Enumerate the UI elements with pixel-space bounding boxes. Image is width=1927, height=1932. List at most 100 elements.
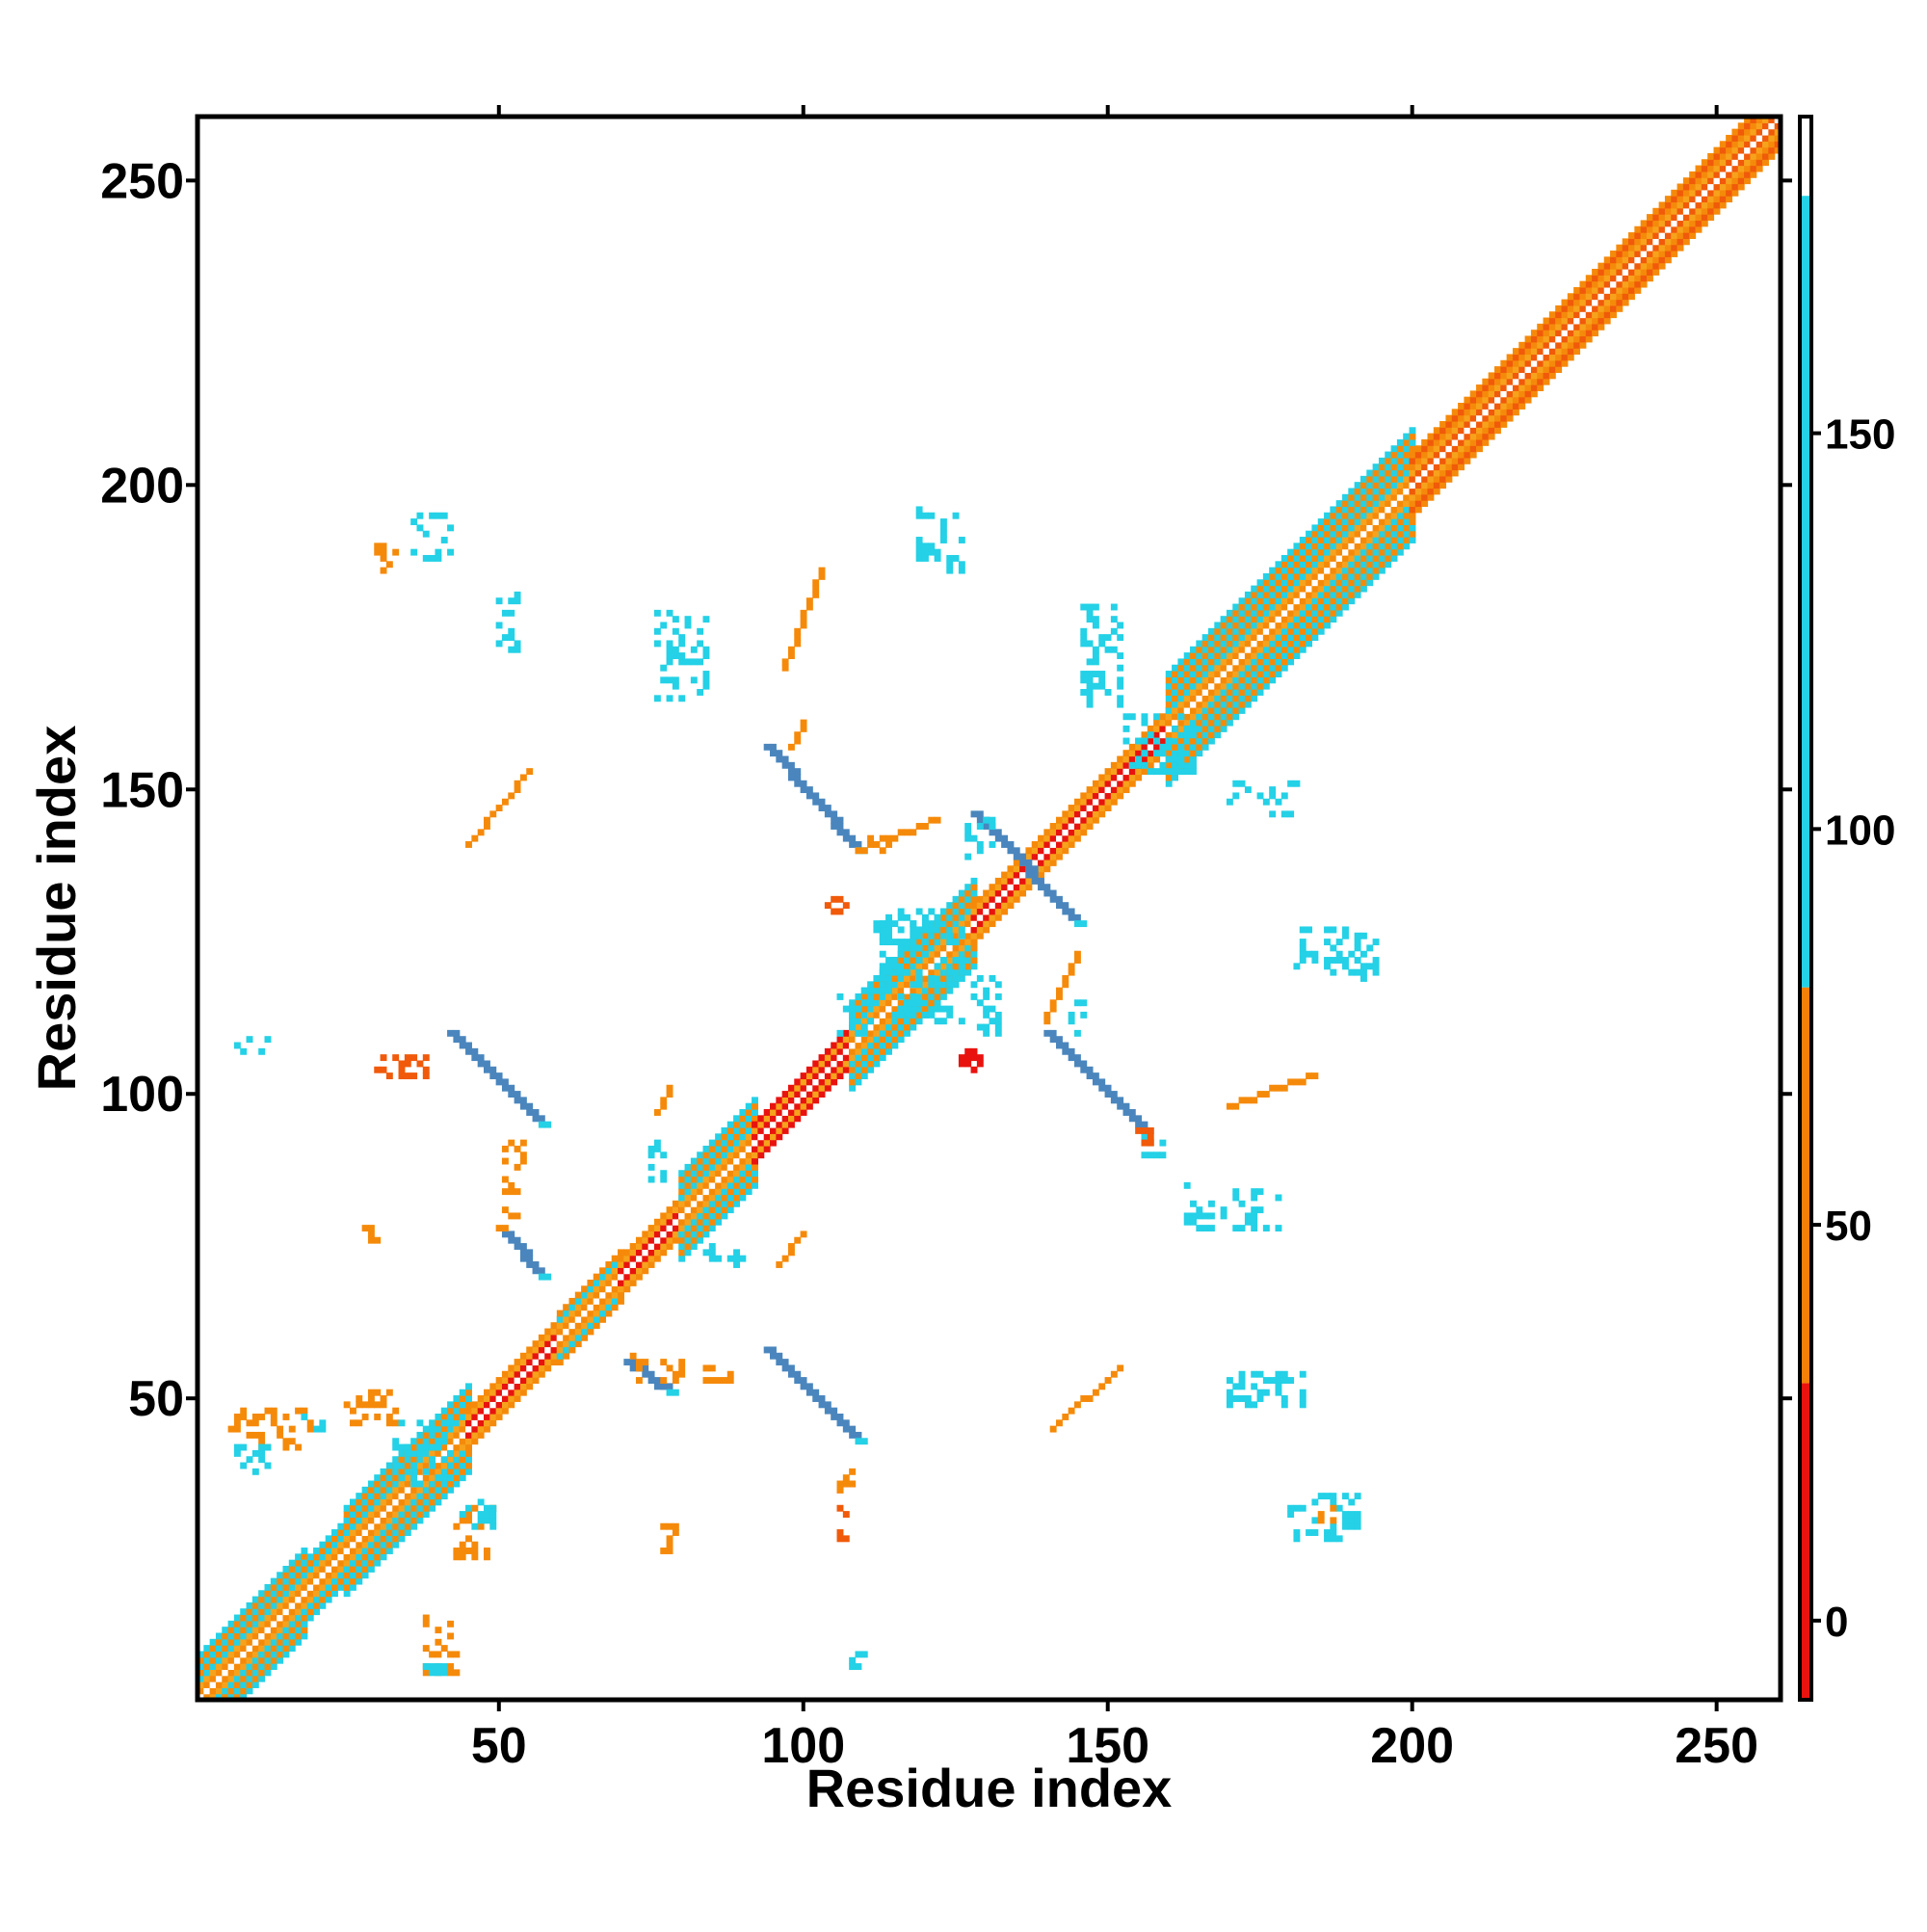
diagonal-cell bbox=[325, 1565, 332, 1573]
diagonal-cell bbox=[752, 1133, 758, 1141]
diagonal-cell bbox=[1506, 372, 1514, 380]
diagonal-cell bbox=[385, 1486, 393, 1494]
diagonal-cell bbox=[1464, 414, 1471, 422]
diagonal-cell bbox=[1579, 335, 1587, 343]
cluster-cell bbox=[873, 920, 881, 928]
strand-cell bbox=[538, 1273, 545, 1281]
cluster-cell bbox=[1177, 755, 1185, 763]
cluster-cell bbox=[1226, 1395, 1233, 1402]
diagonal-cell bbox=[1317, 585, 1325, 593]
diagonal-cell bbox=[385, 1462, 393, 1469]
cluster-cell bbox=[989, 823, 996, 830]
diagonal-cell bbox=[1280, 640, 1288, 648]
cluster-cell bbox=[356, 1401, 363, 1409]
diagonal-cell bbox=[739, 1170, 747, 1178]
diagonal-cell bbox=[1585, 330, 1593, 337]
strand-cell bbox=[453, 1036, 461, 1044]
cluster-cell bbox=[1354, 1511, 1361, 1519]
diagonal-cell bbox=[1719, 152, 1727, 160]
diagonal-cell bbox=[1098, 786, 1106, 794]
diagonal-cell bbox=[1414, 493, 1422, 501]
strand-cell bbox=[818, 798, 826, 806]
diagonal-cell bbox=[222, 1645, 229, 1653]
diagonal-cell bbox=[532, 1364, 540, 1372]
diagonal-cell bbox=[897, 1036, 905, 1044]
diagonal-cell bbox=[1062, 810, 1069, 818]
cluster-cell bbox=[489, 1504, 497, 1512]
diagonal-cell bbox=[209, 1645, 217, 1653]
diagonal-cell bbox=[532, 1370, 540, 1378]
strand-cell bbox=[818, 1395, 826, 1402]
diagonal-cell bbox=[385, 1468, 393, 1475]
diagonal-cell bbox=[885, 999, 892, 1007]
strand-cell bbox=[994, 834, 1002, 842]
diagonal-cell bbox=[1299, 579, 1307, 587]
diagonal-cell bbox=[258, 1651, 266, 1658]
diagonal-cell bbox=[1482, 390, 1490, 398]
diagonal-cell bbox=[1311, 634, 1319, 642]
diagonal-cell bbox=[404, 1493, 411, 1500]
diagonal-cell bbox=[240, 1645, 248, 1653]
diagonal-cell bbox=[1469, 427, 1477, 435]
diagonal-cell bbox=[976, 913, 984, 921]
diagonal-cell bbox=[781, 1126, 789, 1134]
cluster-cell bbox=[983, 1023, 990, 1031]
diagonal-cell bbox=[1324, 530, 1331, 538]
diagonal-cell bbox=[1385, 548, 1392, 556]
diagonal-cell bbox=[976, 902, 984, 910]
diagonal-cell bbox=[928, 932, 936, 940]
diagonal-cell bbox=[1311, 543, 1319, 550]
diagonal-cell bbox=[1652, 225, 1660, 233]
diagonal-cell bbox=[873, 1018, 881, 1025]
diagonal-cell bbox=[288, 1620, 296, 1628]
diagonal-cell bbox=[246, 1675, 253, 1682]
cluster-cell bbox=[860, 999, 868, 1007]
diagonal-cell bbox=[1494, 427, 1501, 435]
cluster-cell bbox=[374, 548, 382, 556]
diagonal-cell bbox=[994, 913, 1002, 921]
diagonal-cell bbox=[227, 1663, 235, 1670]
diagonal-cell bbox=[1335, 512, 1343, 519]
cluster-cell bbox=[666, 1364, 673, 1372]
diagonal-cell bbox=[1403, 512, 1411, 519]
diagonal-cell bbox=[435, 1456, 442, 1464]
diagonal-cell bbox=[1342, 579, 1349, 587]
diagonal-cell bbox=[282, 1572, 290, 1579]
diagonal-cell bbox=[258, 1608, 266, 1616]
diagonal-cell bbox=[1726, 177, 1733, 185]
diagonal-cell bbox=[501, 1383, 509, 1390]
cluster-cell bbox=[964, 853, 972, 860]
diagonal-cell bbox=[1567, 304, 1574, 312]
diagonal-cell bbox=[1190, 676, 1197, 684]
diagonal-cell bbox=[1597, 293, 1605, 301]
cluster-cell bbox=[306, 1419, 314, 1427]
strand-cell bbox=[812, 579, 820, 587]
cluster-cell bbox=[1104, 634, 1112, 642]
diagonal-cell bbox=[855, 1054, 862, 1062]
diagonal-cell bbox=[1122, 755, 1130, 763]
diagonal-cell bbox=[715, 1170, 723, 1178]
diagonal-cell bbox=[1414, 488, 1422, 495]
diagonal-cell bbox=[319, 1601, 327, 1609]
cluster-cell bbox=[1359, 950, 1367, 958]
strand-cell bbox=[1068, 1047, 1075, 1055]
cluster-cell bbox=[849, 1018, 857, 1025]
diagonal-cell bbox=[1226, 719, 1233, 727]
cluster-cell bbox=[904, 968, 911, 976]
diagonal-cell bbox=[1348, 561, 1356, 569]
cluster-cell bbox=[983, 1029, 990, 1037]
strand-cell bbox=[459, 1042, 466, 1049]
strand-cell bbox=[818, 805, 826, 811]
diagonal-cell bbox=[380, 1541, 387, 1548]
diagonal-cell bbox=[739, 1163, 747, 1171]
diagonal-cell bbox=[1172, 743, 1178, 751]
diagonal-cell bbox=[1652, 244, 1660, 251]
diagonal-cell bbox=[934, 950, 941, 958]
cluster-cell bbox=[897, 1005, 905, 1013]
diagonal-cell bbox=[1762, 134, 1769, 142]
diagonal-cell bbox=[550, 1352, 558, 1360]
diagonal-cell bbox=[1172, 719, 1178, 727]
diagonal-cell bbox=[484, 1407, 490, 1415]
diagonal-cell bbox=[1451, 445, 1459, 453]
